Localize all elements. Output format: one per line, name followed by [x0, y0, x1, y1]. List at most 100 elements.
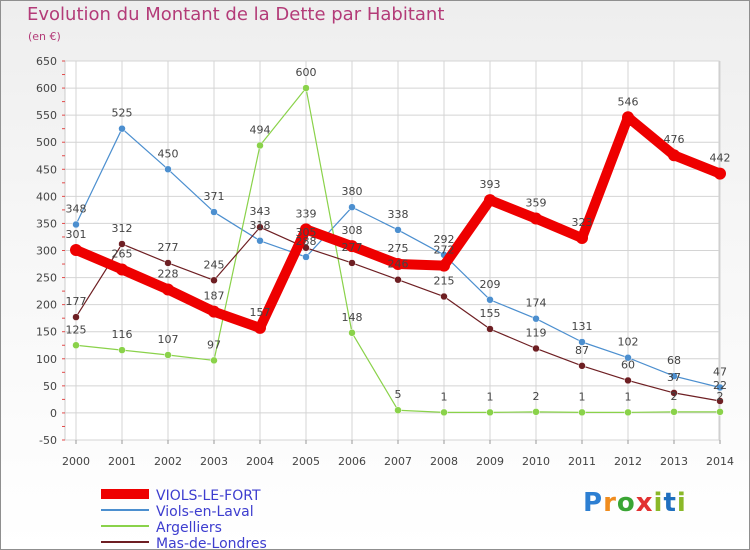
data-point	[670, 389, 678, 397]
data-label: 338	[388, 208, 409, 221]
data-label: 600	[296, 66, 317, 79]
data-label: 288	[296, 235, 317, 248]
y-tick-label: 200	[36, 299, 57, 312]
data-point	[348, 329, 356, 337]
data-point	[624, 376, 632, 385]
data-label: 5	[395, 388, 402, 401]
data-label: 450	[158, 147, 179, 160]
data-label: 494	[250, 123, 271, 136]
data-point	[346, 240, 358, 253]
y-tick-label: 100	[36, 353, 57, 366]
data-point	[670, 372, 678, 380]
y-tick-label: 300	[36, 245, 57, 258]
data-point	[532, 344, 540, 353]
data-label: 47	[713, 365, 727, 378]
data-point	[348, 203, 356, 211]
data-label: 2	[533, 390, 540, 403]
chart-title: Evolution du Montant de la Dette par Hab…	[27, 4, 445, 25]
data-label: 272	[434, 244, 455, 257]
data-point	[72, 313, 80, 321]
y-tick-label: 500	[36, 136, 57, 149]
data-label: 1	[441, 390, 448, 403]
data-label: 277	[158, 241, 179, 254]
data-point	[624, 408, 632, 417]
x-tick-label: 2012	[614, 455, 642, 468]
legend-label: Viols-en-Laval	[156, 504, 254, 520]
data-point	[714, 167, 726, 180]
data-label: 187	[204, 290, 225, 303]
data-point	[530, 212, 542, 225]
chart-unit: (en €)	[28, 30, 61, 43]
data-label: 343	[250, 205, 271, 218]
data-label: 148	[342, 311, 363, 324]
data-label: 275	[388, 242, 409, 255]
data-label: 2	[671, 390, 678, 403]
data-label: 339	[296, 207, 317, 220]
data-label: 68	[667, 354, 681, 367]
data-point	[300, 223, 312, 236]
x-tick-label: 2003	[200, 455, 228, 468]
data-label: 116	[112, 328, 133, 341]
data-label: 301	[66, 228, 87, 241]
data-label: 525	[112, 107, 133, 120]
data-label: 546	[618, 95, 639, 108]
data-point	[578, 408, 586, 417]
data-point	[116, 263, 128, 276]
data-label: 323	[572, 216, 593, 229]
data-label: 318	[250, 219, 271, 232]
data-label: 245	[204, 258, 225, 271]
data-label: 393	[480, 178, 501, 191]
legend-label: Argelliers	[156, 520, 222, 536]
data-label: 246	[388, 258, 409, 271]
data-label: 174	[526, 297, 547, 310]
data-point	[394, 275, 402, 284]
x-tick-label: 2011	[568, 455, 596, 468]
data-label: 131	[572, 320, 593, 333]
data-label: 87	[575, 344, 589, 357]
data-label: 125	[66, 323, 87, 336]
data-point	[576, 232, 588, 245]
data-label: 476	[664, 133, 685, 146]
x-tick-label: 2005	[292, 455, 320, 468]
data-label: 380	[342, 185, 363, 198]
x-tick-label: 2009	[476, 455, 504, 468]
data-label: 97	[207, 338, 221, 351]
data-point	[438, 259, 450, 272]
data-label: 292	[434, 233, 455, 246]
data-label: 37	[667, 371, 681, 384]
data-label: 177	[66, 295, 87, 308]
data-point	[70, 243, 82, 256]
data-label: 228	[158, 267, 179, 280]
data-point	[624, 353, 632, 362]
legend-label: Mas-de-Londres	[156, 536, 267, 549]
data-point	[532, 408, 540, 416]
x-tick-label: 2008	[430, 455, 458, 468]
y-tick-label: 600	[36, 82, 57, 95]
data-point	[532, 314, 540, 323]
data-point	[162, 283, 174, 296]
y-tick-label: 450	[36, 163, 57, 176]
x-tick-label: 2004	[246, 455, 274, 468]
y-tick-label: 400	[36, 190, 57, 203]
data-point	[394, 226, 402, 234]
x-tick-label: 2010	[522, 455, 550, 468]
data-point	[210, 276, 218, 285]
data-label: 157	[250, 306, 271, 319]
data-point	[578, 338, 586, 346]
data-label: 359	[526, 197, 547, 210]
data-label: 155	[480, 307, 501, 320]
data-label: 102	[618, 336, 639, 349]
data-point	[72, 341, 80, 349]
data-point	[302, 84, 310, 92]
y-tick-label: 50	[43, 380, 57, 393]
data-point	[256, 237, 264, 245]
data-point	[486, 408, 494, 417]
data-label: 277	[342, 241, 363, 254]
data-label: 22	[713, 379, 727, 392]
data-label: 265	[112, 247, 133, 260]
data-point	[208, 305, 220, 318]
data-point	[210, 356, 218, 365]
data-point	[118, 346, 126, 354]
